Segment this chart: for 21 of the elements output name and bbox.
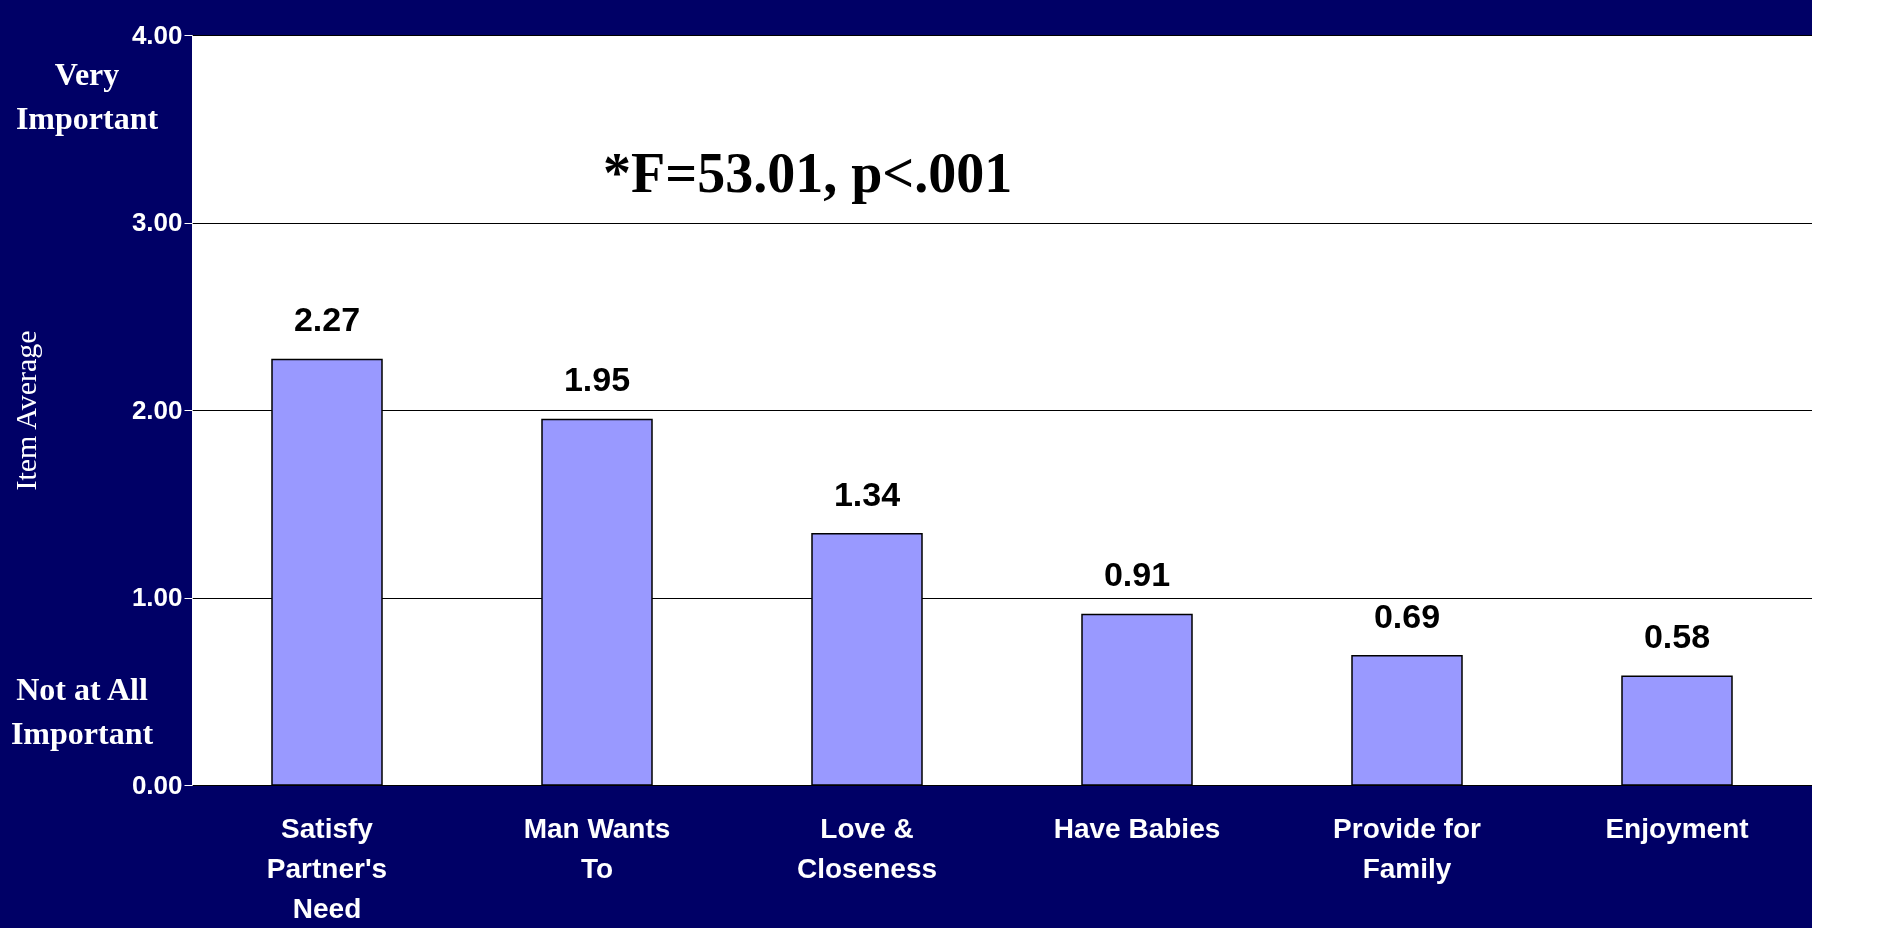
x-tick-label: Love & Closeness bbox=[796, 812, 938, 884]
data-label: 1.95 bbox=[563, 360, 631, 399]
y-tick-label: 1.00 bbox=[131, 582, 183, 612]
y-tick-label: 4.00 bbox=[131, 19, 183, 50]
x-tick-label: Provide for Family bbox=[1333, 812, 1481, 884]
data-label: 1.34 bbox=[833, 474, 901, 513]
data-label: 0.58 bbox=[1643, 617, 1711, 656]
data-label: 2.27 bbox=[293, 300, 361, 339]
x-tick-label: Satisfy Partner's Need bbox=[266, 812, 388, 924]
x-tick-label: Man Wants To bbox=[523, 812, 671, 884]
data-label: 0.91 bbox=[1103, 555, 1171, 594]
y-tick-label: 0.00 bbox=[131, 769, 183, 800]
y-tick-label: 3.00 bbox=[131, 207, 183, 237]
y-axis-title: Item Average bbox=[8, 330, 42, 491]
data-label: 0.69 bbox=[1373, 596, 1441, 635]
y-tick-label: 2.00 bbox=[131, 394, 183, 425]
x-tick-label: Enjoyment bbox=[1605, 812, 1749, 844]
annotation: *F=53.01, p<.001 bbox=[603, 142, 1013, 204]
x-tick-label: Have Babies bbox=[1053, 812, 1221, 844]
text: Not at All Important bbox=[10, 671, 154, 751]
text: Very Important bbox=[15, 56, 159, 136]
